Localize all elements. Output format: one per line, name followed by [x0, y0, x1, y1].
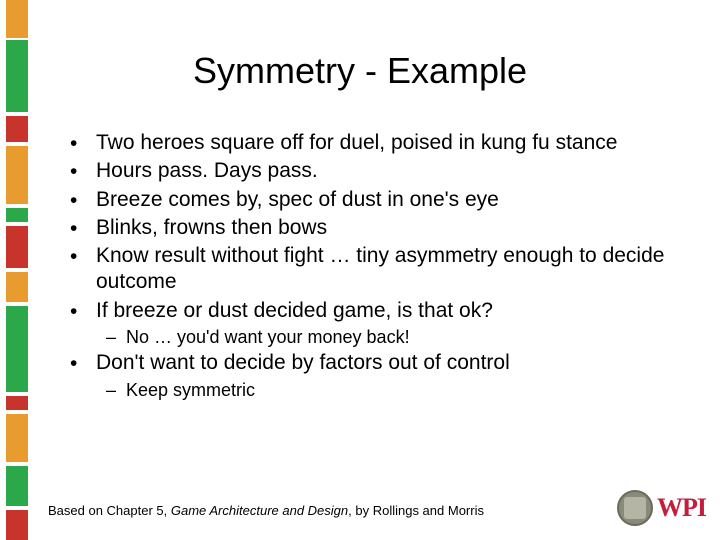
footer-citation: Based on Chapter 5, Game Architecture an…: [48, 503, 484, 518]
bullet-item: •Don't want to decide by factors out of …: [70, 350, 690, 376]
sub-bullet-item: –No … you'd want your money back!: [106, 326, 690, 349]
bullet-marker: •: [70, 215, 96, 239]
bullet-marker: •: [70, 130, 96, 154]
sidebar-block: [6, 146, 28, 204]
footer-prefix: Based on Chapter 5,: [48, 503, 171, 518]
wpi-text: WPI: [657, 493, 706, 523]
bullet-text: Know result without fight … tiny asymmet…: [96, 243, 690, 296]
seal-inner: [624, 497, 646, 519]
bullet-item: •Hours pass. Days pass.: [70, 158, 690, 184]
bullet-item: •Know result without fight … tiny asymme…: [70, 243, 690, 296]
sidebar-block: [6, 0, 28, 38]
sidebar-block: [6, 306, 28, 392]
bullet-text: If breeze or dust decided game, is that …: [96, 298, 690, 324]
footer-suffix: , by Rollings and Morris: [348, 503, 484, 518]
bullet-item: •Breeze comes by, spec of dust in one's …: [70, 187, 690, 213]
sidebar-block: [6, 396, 28, 410]
sidebar-block: [6, 414, 28, 462]
footer-book-title: Game Architecture and Design: [171, 503, 348, 518]
bullet-text: Don't want to decide by factors out of c…: [96, 350, 690, 376]
sidebar-block: [6, 226, 28, 268]
sub-bullet-text: Keep symmetric: [126, 379, 255, 402]
slide-body: •Two heroes square off for duel, poised …: [70, 130, 690, 403]
bullet-item: •Two heroes square off for duel, poised …: [70, 130, 690, 156]
bullet-marker: •: [70, 158, 96, 182]
bullet-marker: •: [70, 298, 96, 322]
bullet-text: Hours pass. Days pass.: [96, 158, 690, 184]
sub-bullet-marker: –: [106, 379, 126, 402]
sidebar-block: [6, 208, 28, 222]
slide: Symmetry - Example •Two heroes square of…: [0, 0, 720, 540]
bullet-marker: •: [70, 350, 96, 374]
bullet-text: Two heroes square off for duel, poised i…: [96, 130, 690, 156]
bullet-item: •Blinks, frowns then bows: [70, 215, 690, 241]
bullet-item: •If breeze or dust decided game, is that…: [70, 298, 690, 324]
bullet-marker: •: [70, 187, 96, 211]
slide-title: Symmetry - Example: [0, 50, 720, 92]
sub-bullet-item: –Keep symmetric: [106, 379, 690, 402]
sidebar-block: [6, 116, 28, 142]
bullet-text: Breeze comes by, spec of dust in one's e…: [96, 187, 690, 213]
wpi-logo: WPI: [617, 490, 706, 526]
sub-bullet-marker: –: [106, 326, 126, 349]
wpi-seal-icon: [617, 490, 653, 526]
sidebar-block: [6, 272, 28, 302]
sub-bullet-text: No … you'd want your money back!: [126, 326, 410, 349]
sidebar-block: [6, 510, 28, 540]
bullet-text: Blinks, frowns then bows: [96, 215, 690, 241]
sidebar-block: [6, 466, 28, 506]
bullet-marker: •: [70, 243, 96, 267]
